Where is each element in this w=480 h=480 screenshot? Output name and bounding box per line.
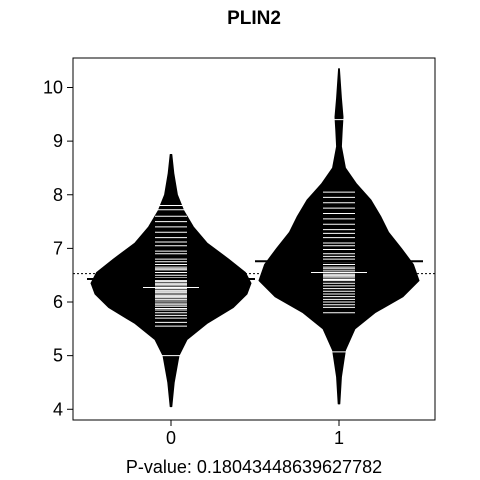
x-axis-label: P-value: 0.18043448639627782 [126, 457, 382, 477]
chart-title: PLIN2 [227, 8, 281, 29]
beans-layer [73, 68, 435, 408]
bean-0 [87, 154, 255, 408]
y-tick-label: 4 [53, 399, 63, 419]
y-tick-label: 7 [53, 238, 63, 258]
plot-frame [72, 57, 436, 421]
x-tick-label: 0 [166, 428, 176, 448]
y-axis: 4 5 6 7 8 9 10 [43, 77, 74, 419]
y-tick-label: 8 [53, 185, 63, 205]
x-tick-label: 1 [334, 428, 344, 448]
bean-shape [258, 68, 420, 405]
y-tick-label: 5 [53, 346, 63, 366]
y-tick-label: 10 [43, 77, 63, 97]
bean-1 [255, 68, 423, 405]
y-tick-label: 9 [53, 131, 63, 151]
y-tick-label: 6 [53, 292, 63, 312]
